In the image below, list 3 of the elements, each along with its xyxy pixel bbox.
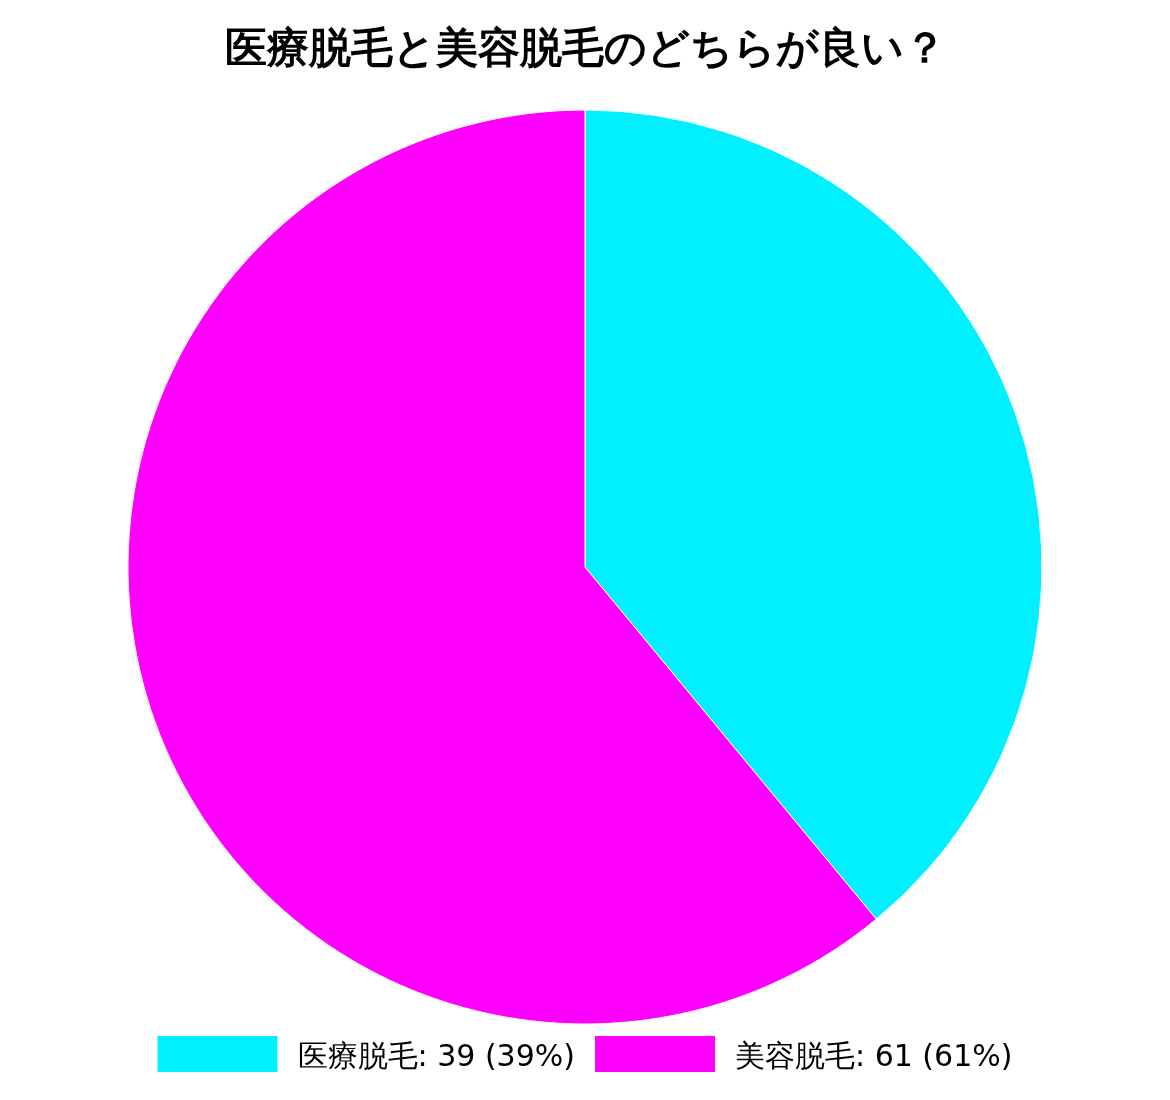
- chart-title: 医療脱毛と美容脱毛のどちらが良い？: [224, 23, 946, 72]
- legend-label: 医療脱毛: 39 (39%): [297, 1038, 575, 1073]
- legend-label: 美容脱毛: 61 (61%): [735, 1038, 1013, 1073]
